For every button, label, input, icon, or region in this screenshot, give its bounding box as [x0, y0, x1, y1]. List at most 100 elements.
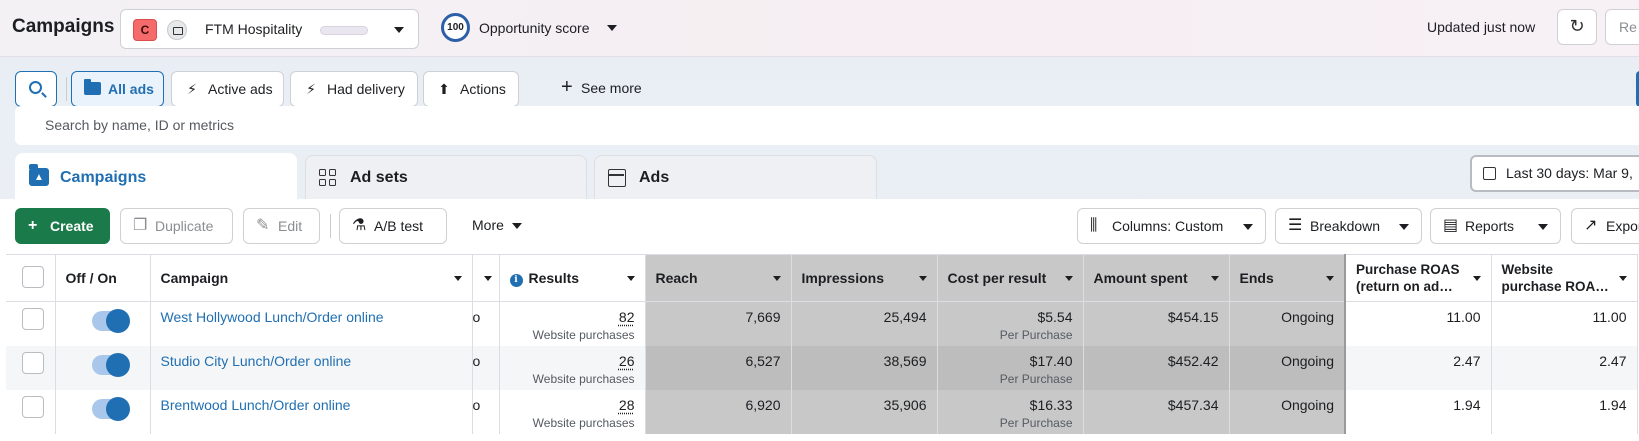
chevron-down-icon[interactable]	[1211, 276, 1219, 281]
toggle-cell	[55, 346, 150, 390]
filter-label: All ads	[108, 81, 154, 97]
chevron-down-icon	[1243, 224, 1253, 230]
column-header-amount-spent[interactable]: Amount spent	[1083, 255, 1229, 302]
results-value[interactable]: 28	[619, 397, 635, 413]
cost-value: $5.54	[1037, 309, 1072, 325]
table-header-row: Off / On Campaign i Results Reach Impress…	[6, 255, 1637, 302]
grid-icon	[319, 169, 337, 187]
date-range-picker[interactable]: Last 30 days: Mar 9,	[1470, 155, 1639, 192]
table-row[interactable]: West Hollywood Lunch/Order online o 82 We…	[6, 302, 1637, 346]
filter-had-delivery[interactable]: ⚡︎ Had delivery	[290, 71, 418, 107]
edit-button[interactable]: ✎ Edit	[243, 208, 320, 244]
row-checkbox[interactable]	[22, 352, 44, 374]
search-button[interactable]	[15, 71, 57, 107]
amount-spent-cell: $457.34	[1083, 390, 1229, 434]
chevron-down-icon[interactable]	[919, 276, 927, 281]
chevron-down-icon[interactable]	[627, 276, 635, 281]
campaign-link[interactable]: Brentwood Lunch/Order online	[161, 397, 351, 413]
see-more-label: See more	[581, 80, 642, 96]
columns-button[interactable]: ⫼ Columns: Custom	[1077, 208, 1266, 244]
column-header-reach[interactable]: Reach	[645, 255, 791, 302]
cost-per-result-cell: $16.33 Per Purchase	[937, 390, 1083, 434]
website-purchase-roas-cell: 2.47	[1491, 346, 1637, 390]
ends-cell: Ongoing	[1229, 346, 1345, 390]
filter-actions[interactable]: ⬆︎ Actions	[423, 71, 519, 107]
lightning-icon: ⚡︎	[184, 81, 200, 97]
hidden-cell: o	[472, 346, 499, 390]
select-all-checkbox[interactable]	[22, 266, 44, 288]
column-header-purchase-roas[interactable]: Purchase ROAS (return on ad…	[1345, 255, 1491, 302]
opportunity-score-label[interactable]: Opportunity score	[479, 20, 590, 36]
chevron-down-icon[interactable]	[607, 25, 617, 31]
export-icon: ↗	[1584, 209, 1597, 243]
campaign-toggle[interactable]	[92, 355, 128, 375]
chevron-down-icon[interactable]	[454, 276, 462, 281]
column-header-impressions[interactable]: Impressions	[791, 255, 937, 302]
breakdown-button[interactable]: ☰ Breakdown	[1275, 208, 1422, 244]
tab-ads[interactable]: Ads	[594, 155, 877, 199]
info-icon[interactable]: i	[510, 274, 523, 287]
amount-spent-cell: $452.42	[1083, 346, 1229, 390]
tab-ad-sets[interactable]: Ad sets	[305, 155, 587, 199]
ab-test-button[interactable]: ⚗ A/B test	[339, 208, 447, 244]
search-input[interactable]: Search by name, ID or metrics	[45, 117, 234, 133]
search-bar[interactable]: Search by name, ID or metrics	[15, 106, 1639, 145]
export-button[interactable]: ↗ Expor	[1571, 208, 1639, 244]
tab-campaigns[interactable]: ▲ Campaigns	[15, 153, 297, 199]
column-header-campaign[interactable]: Campaign	[150, 255, 472, 302]
chevron-down-icon[interactable]	[1326, 276, 1334, 281]
impressions-cell: 38,569	[791, 346, 937, 390]
column-header-cost-per-result[interactable]: Cost per result	[937, 255, 1083, 302]
columns-label: Columns: Custom	[1112, 218, 1223, 234]
chevron-down-icon	[394, 27, 404, 33]
chevron-down-icon[interactable]	[1065, 276, 1073, 281]
lightning-icon: ⚡︎	[303, 81, 319, 97]
filter-all-ads[interactable]: All ads	[71, 71, 164, 107]
table-row[interactable]: Studio City Lunch/Order online o 26 Websi…	[6, 346, 1637, 390]
ends-cell: Ongoing	[1229, 302, 1345, 346]
duplicate-label: Duplicate	[155, 218, 213, 234]
divider	[330, 214, 331, 238]
review-button[interactable]: Re	[1605, 9, 1639, 45]
account-selector[interactable]: C FTM Hospitality	[120, 9, 419, 49]
campaign-link[interactable]: Studio City Lunch/Order online	[161, 353, 352, 369]
purchase-roas-cell: 1.94	[1345, 390, 1491, 434]
chevron-down-icon[interactable]	[1619, 276, 1627, 281]
filter-label: Had delivery	[327, 81, 405, 97]
chevron-down-icon[interactable]	[773, 276, 781, 281]
more-button[interactable]: More	[458, 208, 522, 244]
opportunity-score-ring[interactable]: 100	[441, 13, 470, 42]
column-header-website-purchase-roas[interactable]: Website purchase ROA…	[1491, 255, 1637, 302]
chevron-down-icon[interactable]	[484, 276, 492, 281]
see-more-button[interactable]: + See more	[561, 71, 642, 107]
column-header-hidden[interactable]	[472, 255, 499, 302]
ends-cell: Ongoing	[1229, 390, 1345, 434]
divider	[66, 77, 67, 101]
toggle-cell	[55, 390, 150, 434]
results-value[interactable]: 82	[619, 309, 635, 325]
campaign-toggle[interactable]	[92, 399, 128, 419]
campaign-toggle[interactable]	[92, 311, 128, 331]
reports-button[interactable]: ▤ Reports	[1430, 208, 1561, 244]
campaign-name-cell: Studio City Lunch/Order online	[150, 346, 472, 390]
column-header-toggle[interactable]: Off / On	[55, 255, 150, 302]
campaign-link[interactable]: West Hollywood Lunch/Order online	[161, 309, 384, 325]
duplicate-button[interactable]: ❐ Duplicate	[120, 208, 233, 244]
column-header-results[interactable]: i Results	[499, 255, 645, 302]
row-checkbox[interactable]	[22, 396, 44, 418]
cost-subtext: Per Purchase	[948, 416, 1073, 430]
create-button[interactable]: + Create	[15, 208, 110, 244]
more-label: More	[472, 217, 504, 233]
ab-test-label: A/B test	[374, 218, 423, 234]
website-purchase-roas-cell: 11.00	[1491, 302, 1637, 346]
column-header-ends[interactable]: Ends	[1229, 255, 1345, 302]
row-checkbox[interactable]	[22, 308, 44, 330]
row-checkbox-cell	[6, 302, 55, 346]
chevron-down-icon[interactable]	[1473, 276, 1481, 281]
impressions-cell: 35,906	[791, 390, 937, 434]
export-label: Expor	[1606, 218, 1639, 234]
filter-active-ads[interactable]: ⚡︎ Active ads	[171, 71, 284, 107]
refresh-button[interactable]: ↻	[1557, 9, 1597, 45]
results-value[interactable]: 26	[619, 353, 635, 369]
table-row[interactable]: Brentwood Lunch/Order online o 28 Website…	[6, 390, 1637, 434]
